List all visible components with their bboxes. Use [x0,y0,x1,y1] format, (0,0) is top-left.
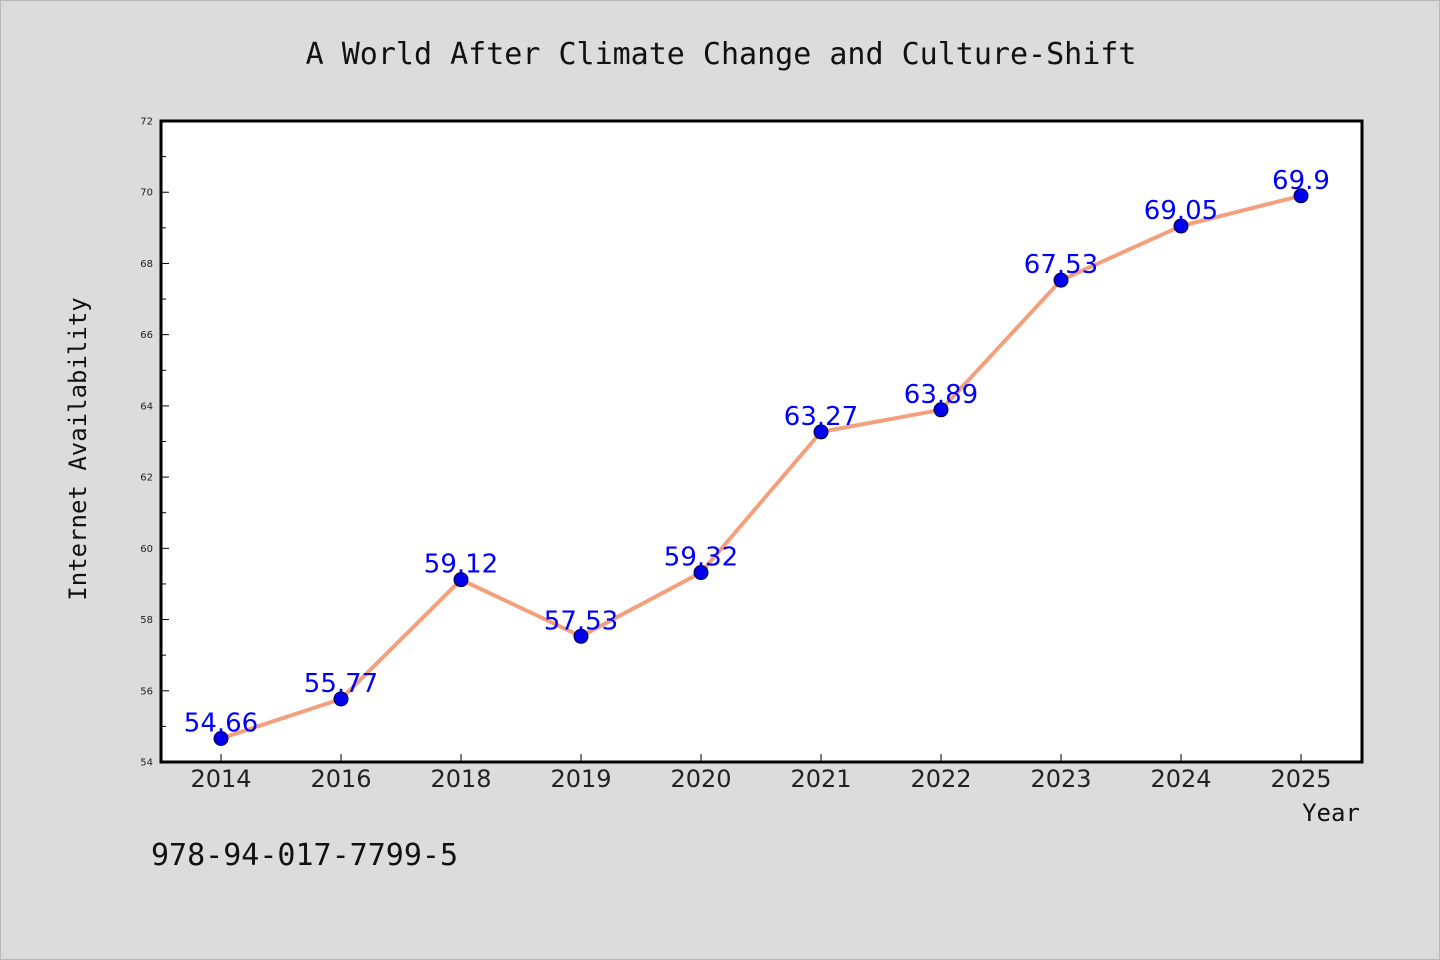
data-label: 54.66 [184,708,258,738]
isbn-text: 978-94-017-7799-5 [151,838,458,873]
x-tick-label: 2014 [190,765,251,793]
x-tick-label: 2019 [550,765,611,793]
data-label: 69.9 [1272,166,1330,196]
x-axis: 2014 2016 2018 2019 2020 2021 2022 2023 2024 2025 [190,754,1332,793]
data-point [573,628,589,644]
data-label: 57.53 [544,606,618,636]
data-label: 69.05 [1144,196,1218,226]
x-tick-label: 2020 [670,765,731,793]
x-tick-label: 2016 [310,765,371,793]
series-line [220,193,1302,741]
data-point [453,572,469,588]
data-label: 59.32 [664,543,738,573]
y-tick-label: 64 [140,401,153,412]
data-point [213,730,229,746]
data-point [1173,218,1189,234]
y-tick-label: 56 [140,686,153,697]
data-label: 59.12 [424,550,498,580]
x-axis-label: Year [1302,799,1360,827]
x-tick-label: 2023 [1030,765,1091,793]
data-point [813,424,829,440]
data-point [333,691,349,707]
x-tick-label: 2022 [910,765,971,793]
y-tick-label: 54 [140,758,153,769]
plot-frame [159,119,1364,764]
x-tick-label: 2024 [1150,765,1211,793]
data-label: 67.53 [1024,250,1098,280]
x-tick-label: 2018 [430,765,491,793]
data-label: 63.27 [784,402,858,432]
y-tick-label: 58 [140,615,153,626]
y-tick-label: 60 [140,544,153,555]
plot-area [161,121,1362,762]
y-tick-label: 62 [140,473,153,484]
y-axis-label: Internet Availability [64,297,92,600]
y-tick-label: 72 [140,117,153,128]
x-tick-label: 2021 [790,765,851,793]
y-tick-label: 68 [140,259,153,270]
data-label: 63.89 [904,380,978,410]
y-tick-label: 70 [140,188,153,199]
data-point [693,565,709,581]
y-tick-label: 66 [140,330,153,341]
data-point [933,402,949,418]
x-tick-label: 2025 [1270,765,1331,793]
data-point [1053,272,1069,288]
data-point [1293,188,1309,204]
data-series: 54.66 55.77 59.12 57.53 59.32 63.27 63.89 67.53… [184,166,1330,746]
data-label: 55.77 [304,669,378,699]
chart-title: A World After Climate Change and Culture… [306,37,1137,72]
